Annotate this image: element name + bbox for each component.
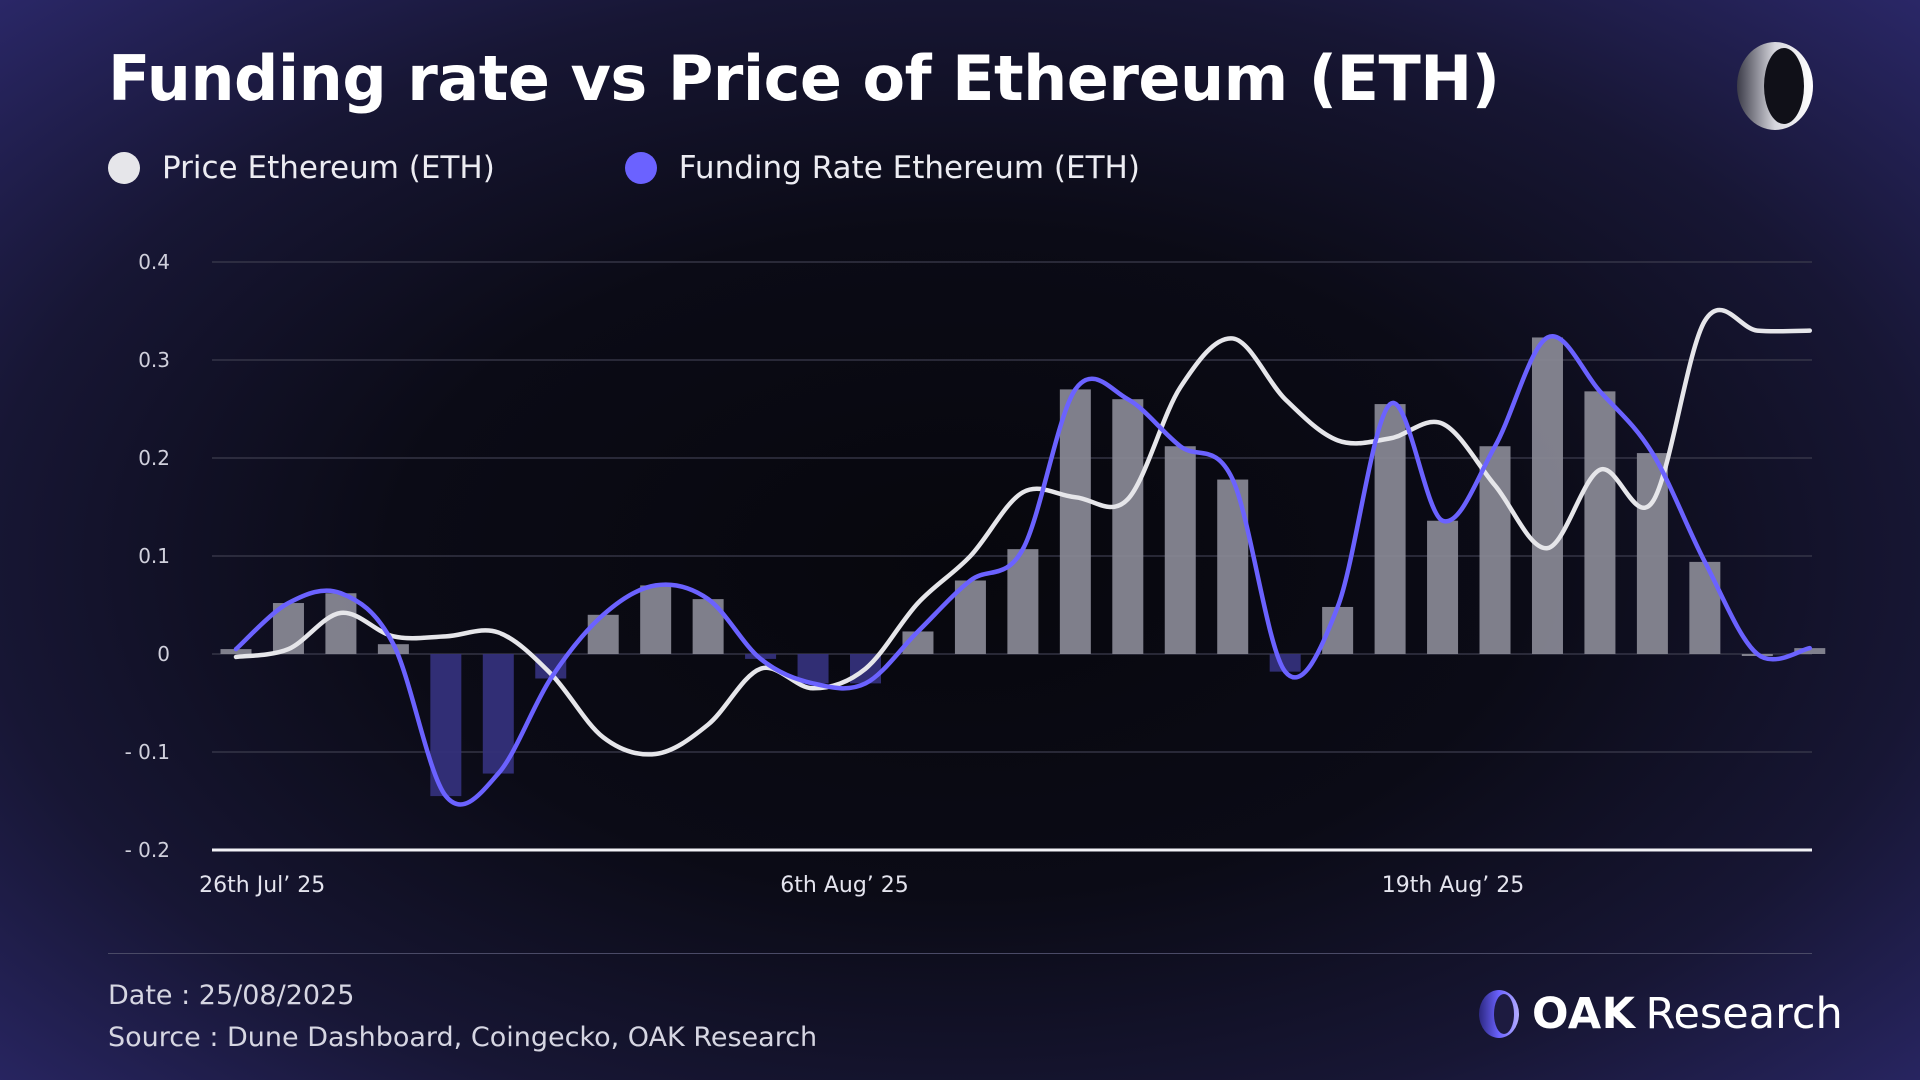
y-tick-label: - 0.1 <box>125 740 170 764</box>
funding-bar <box>1427 520 1459 654</box>
funding-bar <box>954 580 986 654</box>
funding-bar <box>1059 389 1091 654</box>
funding-bar <box>1636 453 1668 654</box>
funding-bar <box>640 585 672 654</box>
price-line <box>233 307 1813 757</box>
funding-bar <box>220 649 252 654</box>
funding-bars <box>220 337 1826 797</box>
legend-label-funding: Funding Rate Ethereum (ETH) <box>678 150 1140 186</box>
y-tick-label: 0.1 <box>138 544 170 568</box>
x-tick-label: 19th Aug’ 25 <box>1382 873 1525 898</box>
x-tick-label: 6th Aug’ 25 <box>780 873 909 898</box>
y-tick-label: 0.2 <box>138 446 170 470</box>
funding-bar <box>482 654 514 774</box>
funding-bar <box>1584 391 1616 654</box>
funding-bar <box>1689 561 1721 654</box>
funding-bar <box>1007 549 1039 654</box>
y-tick-label: 0 <box>157 642 170 666</box>
oak-logo-icon <box>1737 42 1813 130</box>
y-tick-label: - 0.2 <box>125 838 170 862</box>
funding-bar <box>1479 446 1511 654</box>
footer-source: Source : Dune Dashboard, Coingecko, OAK … <box>108 1022 818 1053</box>
y-tick-label: 0.4 <box>138 250 170 274</box>
legend-dot-funding <box>624 152 657 184</box>
funding-bar <box>1164 446 1196 654</box>
brand-name-light: Research <box>1645 989 1843 1039</box>
funding-bar <box>1374 404 1406 654</box>
brand-name-bold: OAK <box>1532 989 1636 1039</box>
footer-date: Date : 25/08/2025 <box>108 980 355 1011</box>
x-tick-label: 26th Jul’ 25 <box>199 873 325 898</box>
funding-bar <box>1112 399 1144 654</box>
legend-item-price: Price Ethereum (ETH) <box>108 150 495 186</box>
legend-dot-price <box>108 152 140 184</box>
funding-bar <box>1794 648 1826 654</box>
funding-bar <box>587 614 619 654</box>
series-lines <box>233 307 1813 807</box>
funding-rate-line <box>233 334 1813 807</box>
funding-bar <box>325 593 357 654</box>
axis-ticks: 0.4 0.3 0.2 0.1 0 - 0.1 - 0.2 26th Jul’ 25 6th A… <box>125 250 1525 898</box>
legend-label-price: Price Ethereum (ETH) <box>162 150 495 186</box>
oak-brand-icon <box>1479 990 1519 1038</box>
footer-divider <box>108 953 1812 954</box>
funding-bar <box>1531 337 1563 654</box>
y-tick-label: 0.3 <box>138 348 170 372</box>
legend-item-funding: Funding Rate Ethereum (ETH) <box>624 150 1140 186</box>
chart-legend: Price Ethereum (ETH) Funding Rate Ethere… <box>108 150 1270 186</box>
chart-title: Funding rate vs Price of Ethereum (ETH) <box>108 42 1500 115</box>
brand-logo: OAK Research <box>1476 988 1843 1040</box>
